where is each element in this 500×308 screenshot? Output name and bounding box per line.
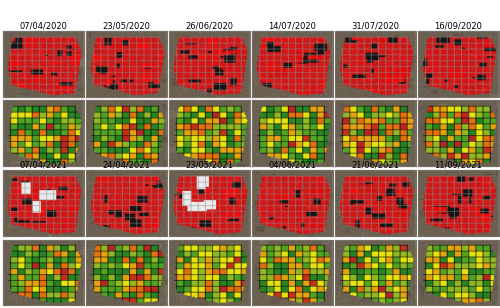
Title: 31/07/2020: 31/07/2020 [352,22,400,31]
Title: 23/05/2020: 23/05/2020 [102,22,150,31]
Title: 23/05/2021: 23/05/2021 [186,161,233,170]
Title: 14/07/2020: 14/07/2020 [268,22,316,31]
Title: 11/09/2021: 11/09/2021 [434,161,482,170]
Title: 24/04/2021: 24/04/2021 [102,161,150,170]
Title: 16/09/2020: 16/09/2020 [434,22,482,31]
Title: 21/06/2021: 21/06/2021 [352,161,399,170]
Title: 07/04/2021: 07/04/2021 [20,161,67,170]
Title: 04/06/2021: 04/06/2021 [268,161,316,170]
Title: 07/04/2020: 07/04/2020 [20,22,67,31]
Title: 26/06/2020: 26/06/2020 [185,22,233,31]
